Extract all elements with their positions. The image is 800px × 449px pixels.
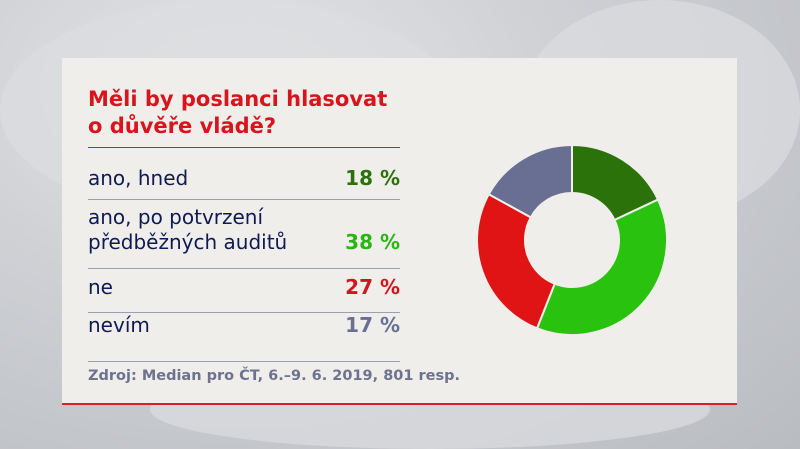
title-line: o důvěře vládě? xyxy=(88,114,277,138)
donut-chart xyxy=(476,143,668,336)
legend-value: 27 % xyxy=(345,275,400,299)
row-divider xyxy=(88,312,400,313)
legend-row: nevím 17 % xyxy=(88,313,400,338)
legend-row: ne 27 % xyxy=(88,275,400,300)
row-divider xyxy=(88,199,400,200)
legend-row: ano, po potvrzení předběžných auditů 38 … xyxy=(88,205,400,255)
legend-value: 38 % xyxy=(345,230,400,254)
legend-label: nevím xyxy=(88,313,150,337)
legend-label: ne xyxy=(88,275,113,299)
legend-value: 17 % xyxy=(345,313,400,337)
donut-slice-4 xyxy=(487,143,573,219)
source-divider xyxy=(88,361,400,362)
donut-slice-3 xyxy=(476,192,556,330)
chart-title: Měli by poslanci hlasovat o důvěře vládě… xyxy=(88,86,408,140)
title-line: Měli by poslanci hlasovat xyxy=(88,87,388,111)
legend-label: ano, po potvrzení předběžných auditů xyxy=(88,205,287,255)
row-divider xyxy=(88,268,400,269)
legend-label: ano, hned xyxy=(88,166,189,190)
donut-slice-2 xyxy=(535,198,668,336)
panel-bottom-accent-line xyxy=(62,403,737,405)
legend-label-line: ano, po potvrzení xyxy=(88,205,264,229)
source-note: Zdroj: Median pro ČT, 6.–9. 6. 2019, 801… xyxy=(88,368,461,384)
legend-row: ano, hned 18 % xyxy=(88,166,400,191)
legend-label-line: předběžných auditů xyxy=(88,230,288,254)
legend-value: 18 % xyxy=(345,166,400,190)
title-divider xyxy=(88,147,400,148)
